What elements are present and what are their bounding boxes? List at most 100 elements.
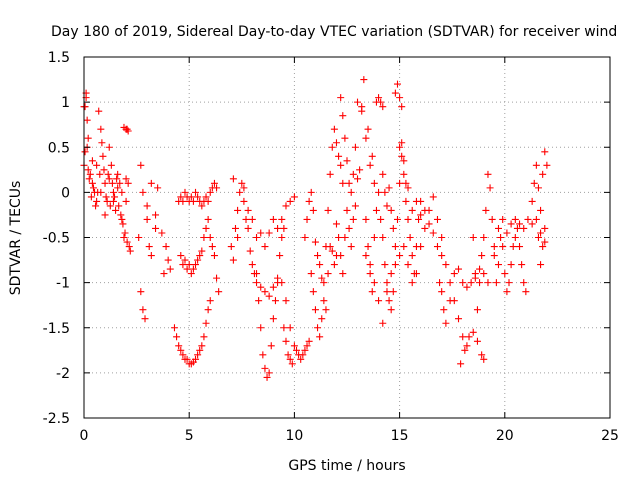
data-point [335, 234, 343, 241]
data-point [204, 306, 212, 314]
data-point [101, 211, 109, 219]
data-point [303, 215, 311, 223]
data-point [318, 274, 326, 282]
data-point [345, 179, 353, 187]
data-point [206, 234, 214, 241]
data-point [158, 229, 166, 237]
data-point [307, 270, 315, 278]
data-point [358, 103, 366, 111]
data-point [261, 288, 269, 296]
data-point [442, 319, 450, 327]
data-point [377, 215, 385, 223]
data-point [152, 211, 160, 219]
data-point [354, 175, 362, 183]
data-point [528, 220, 536, 228]
data-point [438, 252, 446, 260]
data-point [83, 116, 91, 124]
data-point [103, 197, 111, 205]
y-tick-label: 1 [61, 95, 70, 111]
data-point [486, 184, 494, 192]
data-point [471, 270, 479, 278]
data-point [469, 328, 477, 336]
data-point [362, 134, 370, 142]
data-point [490, 252, 498, 260]
data-point [415, 215, 423, 223]
data-point [455, 315, 463, 323]
data-point [459, 279, 467, 287]
data-point [120, 234, 128, 241]
data-point [261, 243, 269, 251]
data-point [484, 170, 492, 178]
x-tick-label: 5 [185, 428, 194, 444]
data-point [520, 224, 528, 232]
data-point [290, 193, 298, 201]
data-point [534, 184, 542, 192]
data-point [324, 206, 332, 214]
x-tick-label: 25 [601, 428, 619, 444]
data-point [135, 234, 143, 241]
data-point [383, 288, 391, 296]
data-point [339, 112, 347, 120]
data-point [446, 297, 454, 305]
data-point [400, 170, 408, 178]
data-point [189, 197, 197, 205]
data-point [181, 188, 189, 196]
data-point [253, 270, 261, 278]
data-point [175, 342, 183, 350]
y-tick-label: 0 [61, 185, 70, 201]
data-point [257, 229, 265, 237]
data-point [290, 342, 298, 350]
data-point [429, 229, 437, 237]
data-point [194, 351, 202, 359]
data-point [116, 179, 124, 187]
data-point [177, 346, 185, 354]
data-point [372, 206, 380, 214]
data-point [265, 369, 273, 377]
data-point [541, 224, 549, 232]
data-point [179, 197, 187, 205]
data-point [111, 193, 119, 201]
data-point [322, 306, 330, 314]
data-point [473, 337, 481, 345]
data-point [236, 188, 244, 196]
data-point [522, 288, 530, 296]
data-point [425, 220, 433, 228]
data-point [301, 346, 309, 354]
data-point [396, 179, 404, 187]
data-point [154, 184, 162, 192]
data-point [280, 224, 288, 232]
data-point [234, 234, 242, 241]
data-point [381, 261, 389, 269]
x-tick-label: 20 [496, 428, 514, 444]
data-point [398, 139, 406, 147]
data-point [240, 184, 248, 192]
data-point [143, 202, 151, 210]
data-point [379, 170, 387, 178]
data-point [314, 252, 322, 260]
data-point [93, 197, 101, 205]
data-point [166, 265, 174, 273]
data-point [343, 206, 351, 214]
data-point [457, 360, 465, 368]
data-point [532, 215, 540, 223]
data-point [366, 261, 374, 269]
data-point [86, 170, 94, 178]
data-point [213, 184, 221, 192]
data-point [480, 355, 488, 363]
data-point [505, 279, 513, 287]
data-point [99, 152, 107, 160]
data-point [324, 270, 332, 278]
data-point [332, 139, 340, 147]
data-point [476, 265, 484, 273]
data-point [126, 247, 134, 255]
data-point [202, 224, 210, 232]
data-point [351, 202, 359, 210]
data-point [421, 224, 429, 232]
data-point [476, 279, 484, 287]
data-point [311, 306, 319, 314]
data-point [261, 364, 269, 372]
data-point [480, 234, 488, 241]
data-point [440, 306, 448, 314]
data-point [284, 351, 292, 359]
x-axis-label: GPS time / hours [288, 458, 405, 474]
